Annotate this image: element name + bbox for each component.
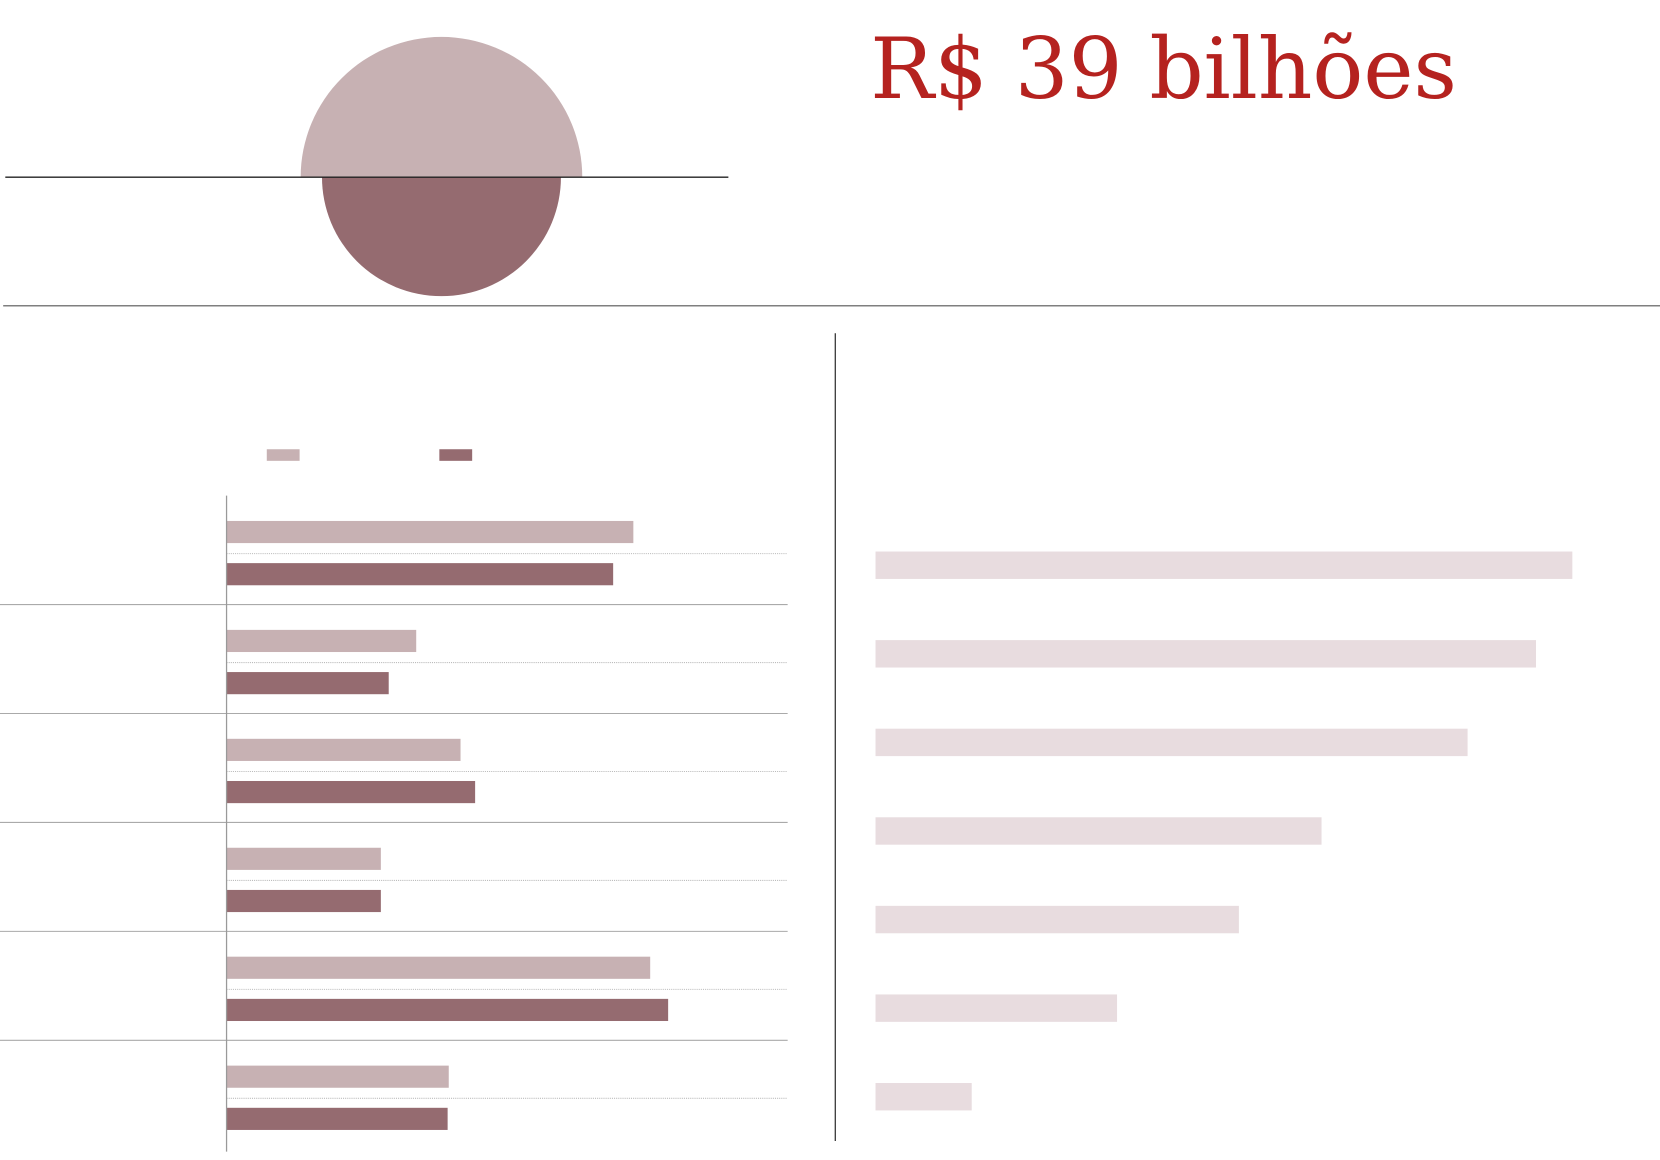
semicircle bbox=[300, 36, 583, 178]
bar bbox=[226, 847, 381, 870]
legend-swatch bbox=[266, 449, 300, 461]
bar bbox=[226, 998, 669, 1022]
bar bbox=[875, 817, 1322, 845]
bar bbox=[875, 551, 1573, 579]
bar bbox=[226, 520, 634, 544]
bar bbox=[226, 738, 461, 761]
bar bbox=[875, 728, 1468, 757]
bar bbox=[875, 640, 1536, 668]
bar bbox=[226, 563, 614, 586]
semicircle bbox=[321, 177, 561, 297]
bar bbox=[226, 629, 417, 653]
bar bbox=[875, 994, 1118, 1022]
bar bbox=[226, 780, 476, 804]
bar bbox=[875, 1083, 972, 1111]
bar bbox=[875, 905, 1239, 934]
title: R$ 39 bilhões bbox=[870, 20, 1457, 118]
bar bbox=[226, 1107, 448, 1130]
bar bbox=[226, 889, 381, 913]
bar bbox=[226, 1065, 449, 1088]
bar bbox=[226, 956, 651, 979]
bar bbox=[226, 672, 389, 695]
legend-swatch bbox=[439, 449, 473, 461]
